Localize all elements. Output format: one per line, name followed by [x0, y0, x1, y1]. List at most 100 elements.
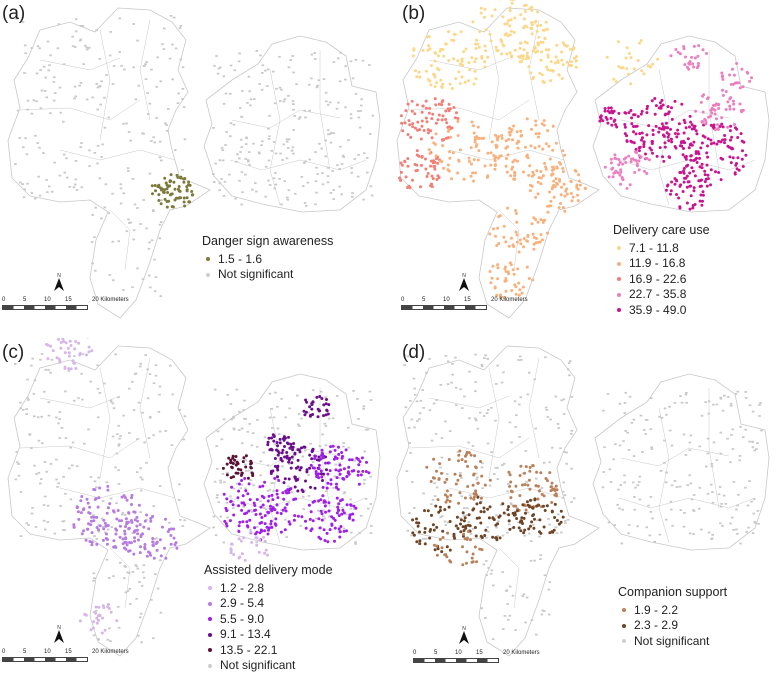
data-point	[420, 119, 424, 123]
data-point	[700, 141, 704, 145]
data-point	[563, 194, 567, 198]
data-point	[318, 526, 322, 530]
data-point	[689, 158, 693, 162]
data-point	[532, 247, 536, 251]
data-point	[458, 491, 462, 495]
grey-point	[178, 483, 181, 486]
legend-swatch	[622, 639, 626, 644]
data-point	[429, 480, 433, 483]
grey-point	[181, 66, 185, 69]
data-point	[261, 484, 265, 488]
grey-point	[483, 357, 486, 359]
data-point	[447, 505, 451, 509]
grey-point	[518, 403, 521, 406]
data-point	[333, 539, 336, 543]
data-point	[443, 508, 447, 512]
grey-point	[350, 167, 353, 169]
grey-point	[74, 160, 78, 162]
data-point	[240, 479, 244, 482]
data-point	[442, 138, 446, 142]
data-point	[244, 454, 248, 458]
grey-point	[183, 415, 187, 418]
grey-point	[370, 194, 374, 197]
data-point	[476, 495, 480, 499]
data-point	[86, 501, 90, 505]
data-point	[127, 511, 131, 515]
data-point	[270, 436, 274, 440]
grey-point	[152, 505, 155, 507]
data-point	[553, 185, 557, 188]
grey-point	[85, 46, 88, 49]
data-point	[222, 492, 226, 496]
data-point	[279, 456, 283, 460]
data-point	[163, 188, 167, 192]
legend-item: 22.7 - 35.8	[613, 287, 710, 303]
grey-point	[235, 388, 239, 391]
data-point	[676, 50, 680, 54]
significant-points	[398, 0, 753, 299]
data-point	[69, 344, 73, 347]
data-point	[183, 204, 187, 208]
data-point	[523, 504, 527, 508]
significant-points	[411, 449, 565, 567]
data-point	[530, 8, 534, 12]
grey-point	[278, 433, 281, 435]
legend-swatch	[208, 663, 212, 668]
data-point	[474, 491, 477, 495]
data-point	[292, 518, 296, 522]
grey-point	[291, 55, 294, 57]
grey-point	[514, 629, 517, 631]
grey-point	[40, 478, 43, 480]
data-point	[155, 540, 159, 544]
scale-bar-graphic	[2, 657, 88, 662]
data-point	[648, 146, 652, 150]
grey-point	[529, 540, 533, 543]
grey-point	[103, 126, 107, 129]
grey-point	[412, 507, 416, 509]
grey-point	[754, 522, 757, 524]
data-point	[614, 169, 618, 173]
grey-point	[28, 433, 31, 436]
data-point	[717, 171, 721, 174]
grey-point	[142, 199, 145, 201]
data-point	[503, 33, 507, 37]
data-point	[513, 16, 517, 20]
data-point	[340, 456, 344, 460]
grey-point	[747, 526, 750, 529]
data-point	[548, 190, 552, 194]
data-point	[253, 504, 257, 507]
data-point	[330, 522, 334, 526]
grey-point	[682, 433, 686, 436]
grey-point	[351, 77, 355, 80]
data-point	[398, 176, 402, 180]
data-point	[460, 59, 464, 63]
grey-point	[663, 439, 666, 442]
grey-point	[508, 421, 512, 424]
grey-point	[32, 99, 36, 102]
grey-point	[140, 489, 143, 492]
grey-point	[139, 511, 142, 513]
data-point	[115, 619, 119, 623]
data-point	[88, 540, 92, 543]
data-point	[683, 63, 687, 67]
data-point	[660, 98, 664, 102]
data-point	[356, 470, 360, 474]
data-point	[544, 477, 548, 480]
grey-point	[98, 392, 102, 394]
grey-point	[161, 43, 164, 46]
subdistrict-boundary	[408, 99, 530, 121]
grey-point	[314, 203, 317, 206]
data-point	[409, 135, 413, 139]
data-point	[473, 138, 477, 142]
grey-point	[486, 358, 490, 360]
grey-point	[663, 462, 666, 464]
data-point	[667, 133, 671, 136]
data-point	[141, 532, 145, 536]
panel-label: (d)	[402, 342, 426, 363]
data-point	[683, 121, 687, 125]
grey-point	[53, 532, 57, 535]
data-point	[308, 453, 312, 457]
grey-point	[297, 423, 300, 426]
data-point	[560, 185, 564, 189]
grey-point	[549, 418, 552, 421]
